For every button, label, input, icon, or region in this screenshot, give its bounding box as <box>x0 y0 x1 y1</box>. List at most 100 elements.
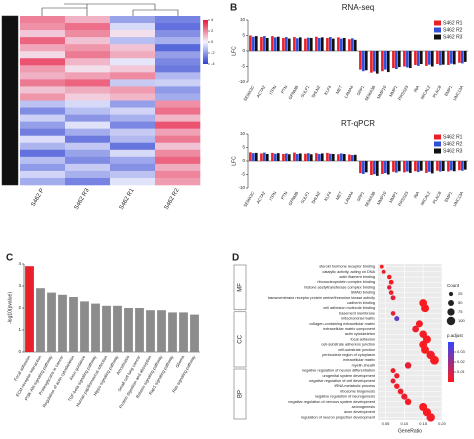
y-tick-label: 4 <box>18 261 21 266</box>
heatmap-cell <box>65 58 111 66</box>
bar <box>168 312 177 352</box>
heatmap-cell <box>110 107 156 115</box>
x-tick-label: SEMA3C <box>242 85 255 102</box>
x-tick-label: MICAL2 <box>419 84 431 100</box>
bar <box>342 37 346 51</box>
x-tick-label: EMP1 <box>443 190 453 203</box>
heatmap-cell <box>110 23 156 31</box>
scale-tick-label: -4 <box>211 61 215 66</box>
heatmap-cell <box>110 93 156 101</box>
bar <box>285 37 288 51</box>
bar <box>91 303 100 352</box>
bar <box>254 36 258 51</box>
bar <box>47 292 56 352</box>
dot <box>390 378 396 384</box>
heatmap-cell <box>65 121 111 129</box>
bar <box>406 161 409 172</box>
heatmap-cell <box>65 79 111 87</box>
bar <box>439 51 442 66</box>
dot <box>386 274 392 280</box>
heatmap-cell <box>110 44 156 52</box>
heatmap-cell <box>155 86 201 94</box>
heatmap-cell <box>65 51 111 59</box>
heatmap-cell <box>65 16 111 24</box>
heatmap-cell <box>155 121 201 129</box>
bar <box>329 153 332 161</box>
heatmap-cell <box>155 135 201 144</box>
x-tick-label: PLAC8 <box>431 84 442 99</box>
bar <box>447 51 450 65</box>
bar <box>439 161 442 172</box>
bar <box>397 51 401 68</box>
bar <box>298 153 302 161</box>
heatmap-cell <box>20 93 66 101</box>
y-axis-label: LFC <box>231 46 237 56</box>
bar <box>274 37 277 51</box>
bar <box>285 153 288 161</box>
y-tick-label: -10 <box>238 79 245 84</box>
heatmap-cell <box>65 30 111 38</box>
heatmap-cell <box>110 30 156 38</box>
x-tick-label: PRSS23 <box>397 190 410 207</box>
bar <box>254 152 258 161</box>
bar <box>249 152 252 161</box>
bar <box>58 294 67 352</box>
heatmap-cell <box>155 72 201 80</box>
dot <box>390 295 396 301</box>
bar <box>318 153 321 161</box>
heatmap-cell <box>20 163 66 172</box>
x-tick-label: UNC13A <box>452 190 465 207</box>
term-label: steroid hormone receptor binding <box>319 265 375 269</box>
term-label: perinuclear region of cytoplasm <box>322 353 375 357</box>
dot <box>387 285 392 290</box>
bar <box>304 153 307 161</box>
term-label: ribosome biogenesis <box>340 389 375 393</box>
bar <box>263 36 266 51</box>
bar <box>326 37 329 51</box>
bar <box>124 308 133 352</box>
bar <box>419 51 423 65</box>
term-label: mitochondrial matrix <box>341 317 375 321</box>
x-tick-label: PTN <box>280 85 289 95</box>
bar <box>146 310 155 352</box>
heatmap-cell <box>110 58 156 66</box>
term-label: cell adhesion molecule binding <box>323 306 375 310</box>
heatmap-cell <box>155 177 201 186</box>
heatmap-cell <box>110 142 156 151</box>
bar <box>425 161 428 173</box>
heatmap-cell <box>155 107 201 115</box>
heatmap-cell <box>20 51 66 59</box>
heatmap-cell <box>20 142 66 151</box>
heatmap-cell <box>155 37 201 45</box>
bar <box>370 161 373 176</box>
bar <box>265 153 269 161</box>
heatmap-cell <box>20 156 66 165</box>
legend-dot <box>447 308 455 316</box>
legend-dot <box>446 316 456 326</box>
heatmap-cell <box>65 177 111 186</box>
bar <box>353 39 357 51</box>
dot <box>379 264 384 269</box>
heatmap-cell <box>65 65 111 73</box>
heatmap-cell <box>110 121 156 129</box>
heatmap-cell <box>110 135 156 144</box>
bar <box>348 39 351 51</box>
bar <box>386 161 390 175</box>
heatmap-cell <box>110 100 156 108</box>
term-label: collagen-containing extracellular matrix <box>309 322 375 326</box>
term-label: cell-substrate adherens junction <box>321 343 375 347</box>
bar <box>348 154 351 161</box>
y-tick-label: 10 <box>240 17 246 22</box>
bar <box>331 153 335 161</box>
bar <box>425 51 428 66</box>
dot <box>397 388 404 395</box>
x-tick-label: ITPN <box>268 85 277 96</box>
bar <box>463 161 467 170</box>
term-label: regulation of neuron projection developm… <box>301 415 376 419</box>
heatmap-cell <box>155 65 201 73</box>
term-label: urogenital system development <box>322 374 375 378</box>
dot <box>390 368 396 374</box>
heatmap-cell <box>20 44 66 52</box>
bar <box>326 152 329 161</box>
